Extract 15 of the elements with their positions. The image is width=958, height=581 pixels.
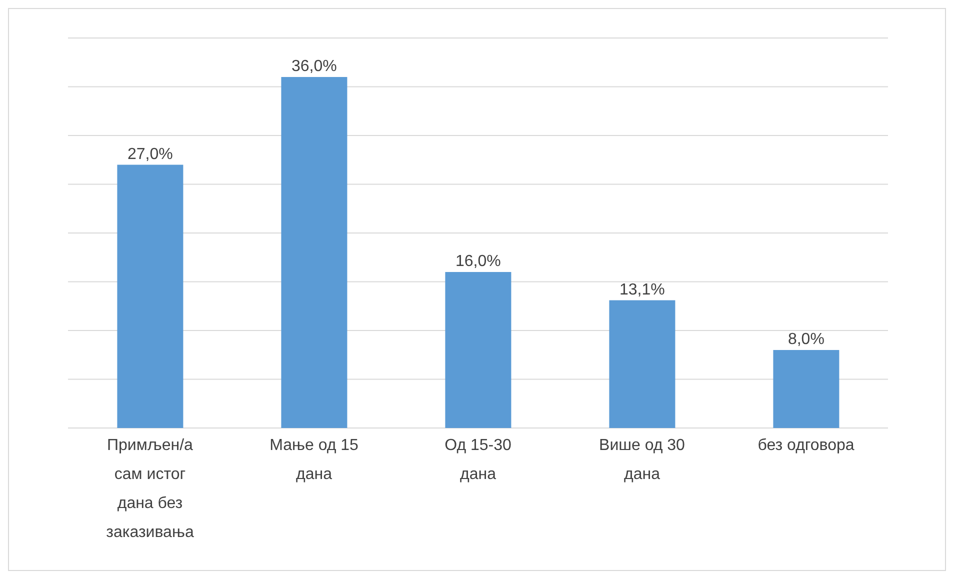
bar xyxy=(773,350,840,428)
data-label: 8,0% xyxy=(788,331,824,348)
x-tick-label: Од 15-30 дана xyxy=(444,437,512,483)
x-tick-label: Више од 30 дана xyxy=(599,437,686,483)
bar xyxy=(445,272,512,428)
x-tick-label: без одговора xyxy=(758,437,854,454)
x-tick-label: Мање од 15 дана xyxy=(270,437,359,483)
bar xyxy=(281,77,348,428)
data-label: 16,0% xyxy=(456,253,501,270)
data-label: 27,0% xyxy=(128,146,173,163)
x-tick-label: Примљен/а сам истог дана без заказивања xyxy=(106,437,194,541)
data-label: 36,0% xyxy=(292,58,337,75)
data-label: 13,1% xyxy=(620,281,665,298)
bar xyxy=(117,164,184,428)
bar xyxy=(609,300,676,428)
